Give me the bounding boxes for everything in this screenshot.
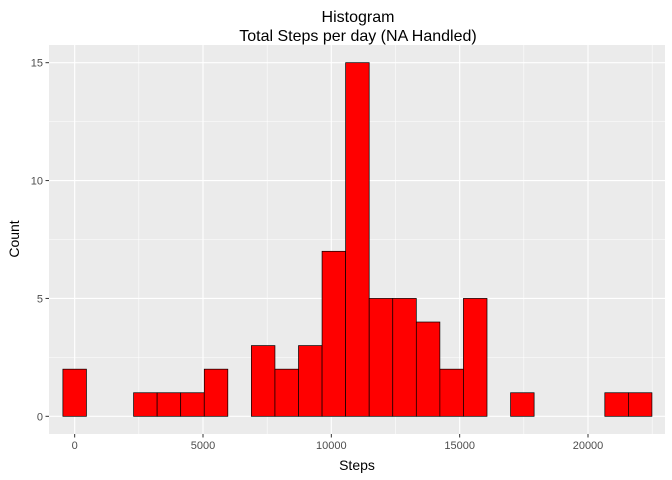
chart-title: Histogram <box>322 9 395 26</box>
chart-subtitle: Total Steps per day (NA Handled) <box>239 28 476 45</box>
x-axis-ticks: 0 5000 10000 15000 20000 <box>72 434 604 452</box>
x-tick-label: 0 <box>72 440 78 452</box>
y-tick-label: 0 <box>37 411 43 423</box>
y-axis-ticks: 0 5 10 15 <box>31 58 49 423</box>
x-tick-label: 15000 <box>444 440 475 452</box>
histogram-bar <box>439 368 464 417</box>
y-tick-label: 10 <box>31 176 43 188</box>
histogram-bar <box>604 392 629 417</box>
histogram-bar <box>180 392 205 417</box>
histogram-bar <box>156 392 182 417</box>
histogram-bar <box>510 392 535 417</box>
histogram-bar <box>203 368 229 417</box>
histogram-bar <box>298 345 323 417</box>
bars-layer <box>62 62 653 417</box>
y-axis-title: Count <box>6 220 22 257</box>
y-tick-label: 15 <box>31 58 43 70</box>
histogram-bar <box>133 392 158 417</box>
x-axis-title: Steps <box>339 457 375 473</box>
x-tick-label: 5000 <box>191 440 215 452</box>
y-tick-label: 5 <box>37 293 43 305</box>
x-tick-label: 10000 <box>316 440 347 452</box>
histogram-bar <box>392 298 417 417</box>
histogram-bar <box>415 321 441 417</box>
histogram-bar <box>62 368 87 417</box>
histogram-bar <box>274 368 299 417</box>
histogram-bar <box>628 392 653 417</box>
histogram-bar <box>251 345 276 417</box>
histogram-bar <box>321 250 346 417</box>
histogram-bar <box>345 62 370 417</box>
histogram-bar <box>368 298 394 417</box>
x-tick-label: 20000 <box>573 440 604 452</box>
histogram-bar <box>463 298 488 417</box>
